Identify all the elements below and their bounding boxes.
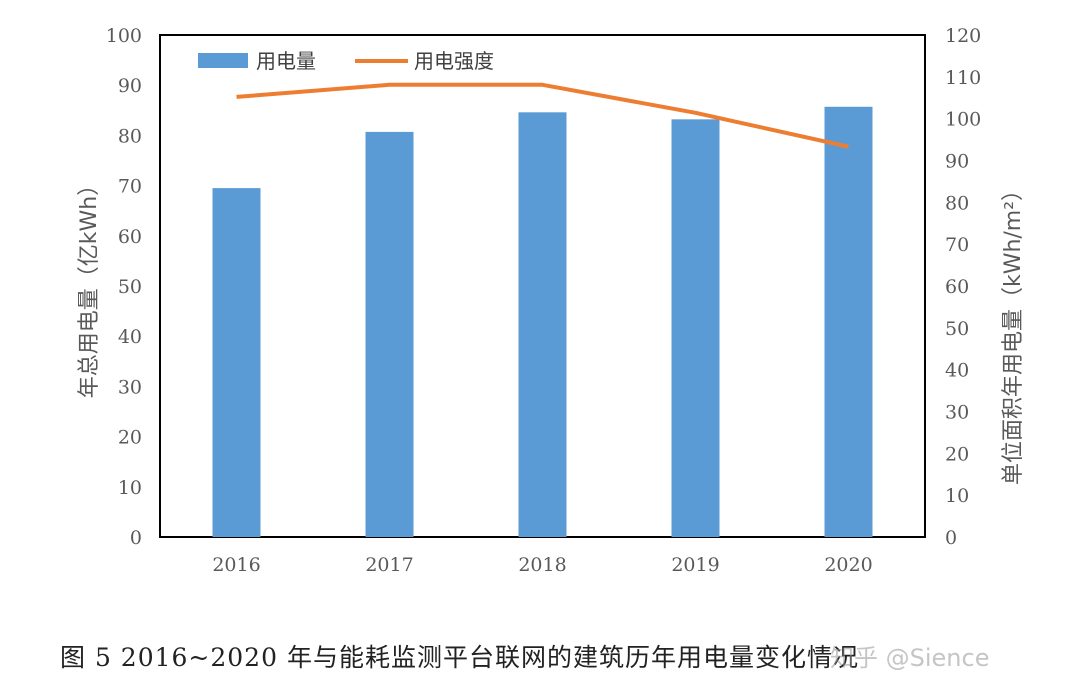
figure-caption: 图 5 2016~2020 年与能耗监测平台联网的建筑历年用电量变化情况 (60, 643, 859, 672)
y-right-tick-label: 80 (945, 192, 969, 214)
y-tick-label: 70 (118, 176, 142, 198)
y-right-tick-label: 40 (945, 360, 969, 382)
x-tick-label: 2016 (212, 554, 260, 576)
bar-2018 (518, 112, 567, 538)
y-right-tick-label: 10 (945, 485, 969, 507)
y-tick-label: 0 (130, 527, 142, 549)
y-tick-label: 90 (118, 75, 142, 97)
y-tick-label: 40 (118, 326, 142, 348)
y-right-tick-label: 90 (945, 151, 969, 173)
y-right-tick-label: 120 (945, 25, 981, 47)
x-tick-label: 2020 (824, 554, 872, 576)
y-right-tick-label: 20 (945, 443, 969, 465)
y-tick-label: 10 (118, 477, 142, 499)
watermark: 知乎 @Sience (830, 644, 990, 672)
y-axis-label: 年总用电量（亿kWh） (77, 174, 102, 398)
x-tick-label: 2019 (671, 554, 719, 576)
y-right-tick-label: 60 (945, 276, 969, 298)
y-tick-label: 80 (118, 125, 142, 147)
legend-swatch-bar (198, 53, 248, 68)
y-tick-label: 50 (118, 276, 142, 298)
y-right-axis-label: 单位面积年用电量（kWh/m²） (1001, 179, 1026, 485)
y-right-tick-label: 0 (945, 527, 957, 549)
y-right-tick-label: 100 (945, 109, 981, 131)
y-right-tick-label: 70 (945, 234, 969, 256)
legend-label-line: 用电强度 (414, 49, 494, 73)
x-tick-label: 2017 (365, 554, 413, 576)
y-tick-label: 100 (106, 25, 142, 47)
x-tick-label: 2018 (518, 554, 566, 576)
legend-label-bar: 用电量 (256, 49, 316, 73)
bar-2017 (365, 131, 414, 538)
y-tick-label: 20 (118, 427, 142, 449)
y-right-tick-label: 30 (945, 402, 969, 424)
y-right-tick-label: 50 (945, 318, 969, 340)
bar-2016 (212, 188, 261, 538)
y-tick-label: 30 (118, 376, 142, 398)
bar-2019 (671, 119, 720, 537)
y-tick-label: 60 (118, 226, 142, 248)
y-right-tick-label: 110 (945, 67, 981, 89)
bar-2020 (824, 106, 873, 537)
